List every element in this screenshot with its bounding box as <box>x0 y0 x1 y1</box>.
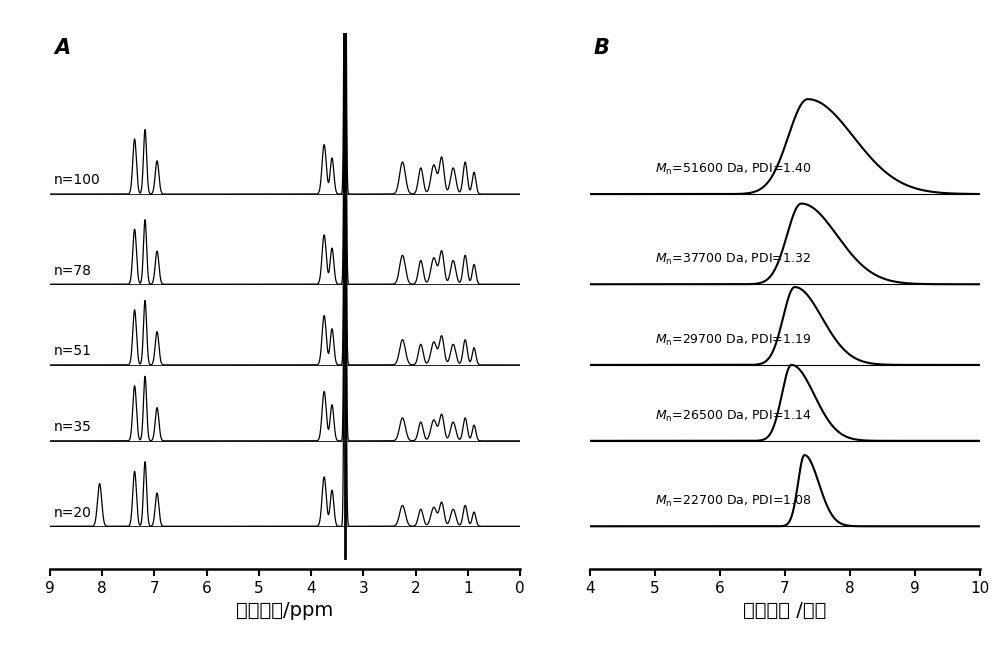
Text: $\mathit{M}$$_\mathrm{n}$=26500 Da, PDI=1.14: $\mathit{M}$$_\mathrm{n}$=26500 Da, PDI=… <box>655 409 812 424</box>
Text: n=51: n=51 <box>54 344 92 358</box>
Text: n=100: n=100 <box>54 173 101 188</box>
Text: $\mathit{M}$$_\mathrm{n}$=51600 Da, PDI=1.40: $\mathit{M}$$_\mathrm{n}$=51600 Da, PDI=… <box>655 162 812 177</box>
Text: $\mathit{M}$$_\mathrm{n}$=29700 Da, PDI=1.19: $\mathit{M}$$_\mathrm{n}$=29700 Da, PDI=… <box>655 333 811 348</box>
Text: n=78: n=78 <box>54 264 92 277</box>
Text: $\mathit{M}$$_\mathrm{n}$=37700 Da, PDI=1.32: $\mathit{M}$$_\mathrm{n}$=37700 Da, PDI=… <box>655 252 811 267</box>
Text: n=20: n=20 <box>54 506 92 520</box>
Text: n=35: n=35 <box>54 421 92 434</box>
Text: $\mathit{M}$$_\mathrm{n}$=22700 Da, PDI=1.08: $\mathit{M}$$_\mathrm{n}$=22700 Da, PDI=… <box>655 494 812 509</box>
Text: A: A <box>55 38 71 58</box>
Text: B: B <box>594 38 610 58</box>
X-axis label: 留出时间 /分钒: 留出时间 /分钒 <box>743 601 827 621</box>
X-axis label: 化学位移/ppm: 化学位移/ppm <box>236 601 334 621</box>
